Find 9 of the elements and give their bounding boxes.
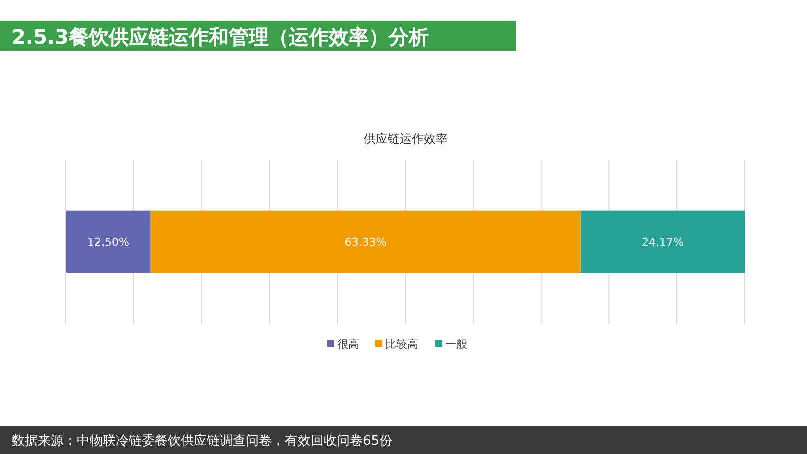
source-note: 数据来源：中物联冷链委餐饮供应链调查问卷，有效回收问卷65份 [12, 433, 393, 449]
chart-title: 2.5.3餐饮供应链运作和管理（运作效率）分析 [12, 25, 429, 49]
data-label: 63.33% [344, 236, 387, 249]
legend-label: 比较高 [386, 338, 418, 351]
chart-subtitle: 供应链运作效率 [364, 132, 448, 146]
legend-label: 很高 [338, 338, 360, 351]
legend-label: 一般 [446, 338, 468, 351]
data-label: 24.17% [642, 236, 684, 249]
data-label: 12.50% [87, 236, 130, 249]
